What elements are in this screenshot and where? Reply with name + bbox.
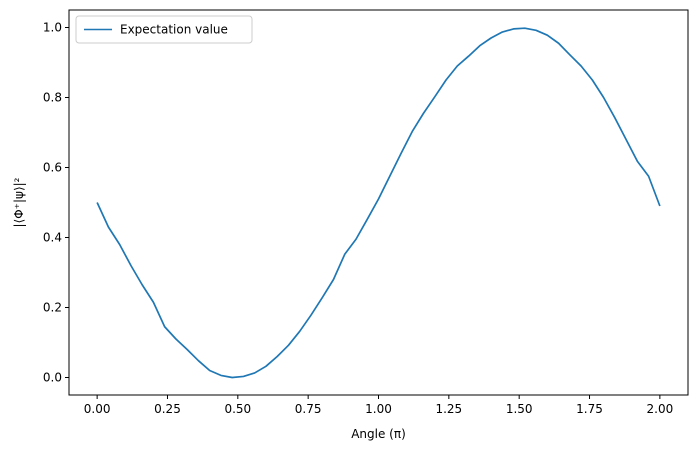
x-axis-ticks: 0.00 0.25 0.50 0.75 1.00 1.25 1.50 1.75 2.00 [84, 395, 673, 416]
legend: Expectation value [75, 15, 253, 44]
x-tick-label: 1.75 [576, 402, 603, 416]
y-tick-label: 1.0 [43, 21, 62, 35]
x-tick-label: 1.25 [435, 402, 462, 416]
y-tick-label: 0.0 [43, 371, 62, 385]
plot-area [69, 10, 688, 395]
y-axis-ticks: 0.0 0.2 0.4 0.6 0.8 1.0 [43, 21, 69, 385]
x-axis-label: Angle (π) [351, 427, 406, 441]
y-tick-label: 0.2 [43, 301, 62, 315]
series-layer [96, 27, 661, 379]
x-tick-label: 2.00 [647, 402, 674, 416]
legend-box [75, 15, 253, 44]
y-axis-label: |⟨Φ⁺|ψ⟩|² [12, 177, 26, 227]
x-tick-label: 0.50 [224, 402, 251, 416]
x-tick-label: 1.00 [365, 402, 392, 416]
plot-frame [68, 9, 689, 396]
x-tick-label: 0.00 [84, 402, 111, 416]
x-tick-label: 0.75 [295, 402, 322, 416]
y-tick-label: 0.8 [43, 91, 62, 105]
y-tick-label: 0.4 [43, 231, 62, 245]
x-tick-label: 0.25 [154, 402, 181, 416]
legend-label: Expectation value [120, 23, 228, 37]
series-line-0 [96, 27, 661, 379]
x-tick-label: 1.50 [506, 402, 533, 416]
y-tick-label: 0.6 [43, 161, 62, 175]
